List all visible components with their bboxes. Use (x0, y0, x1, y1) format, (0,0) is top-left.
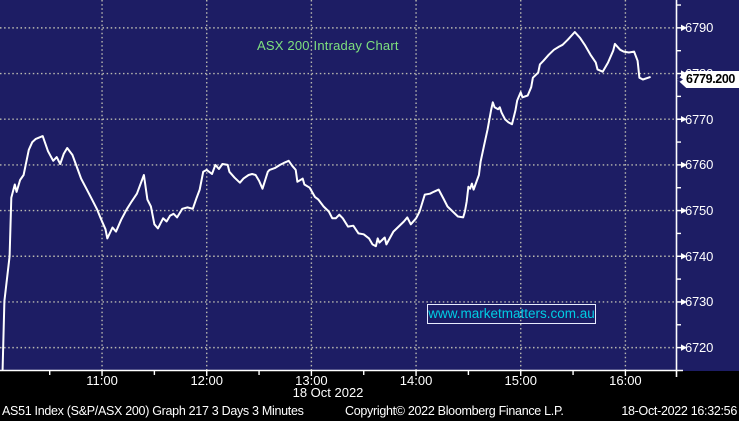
x-axis-label: 11:00 (86, 373, 118, 388)
watermark-box: www.marketmatters.com.au (427, 304, 596, 324)
y-axis-label: 6730 (685, 294, 714, 310)
last-price-value: 6779.200 (686, 72, 735, 86)
x-axis-label: 16:00 (609, 373, 642, 388)
y-axis-label: 6790 (685, 20, 714, 36)
status-datetime: 18-Oct-2022 16:32:56 (621, 404, 737, 418)
x-axis-label: 12:00 (190, 373, 223, 388)
x-axis-label: 14:00 (399, 373, 433, 388)
x-axis-label: 13:00 (295, 373, 328, 388)
date-label: 18 Oct 2022 (292, 385, 364, 400)
status-copyright: Copyright© 2022 Bloomberg Finance L.P. (345, 404, 564, 418)
watermark-text: www.marketmatters.com.au (428, 306, 595, 321)
x-axis-band: 11:00 12:00 13:00 14:00 15:00 16:00 18 Oct 20… (0, 371, 739, 421)
price-label-notch (677, 75, 683, 84)
x-axis-label: 15:00 (504, 373, 538, 388)
y-axis-label: 6740 (685, 248, 714, 264)
y-axis-label: 6760 (685, 157, 714, 173)
y-axis-label: 6750 (685, 203, 714, 219)
y-axis-label: 6720 (685, 340, 714, 356)
plot-area[interactable] (0, 0, 739, 371)
y-axis-label: 6770 (685, 111, 714, 127)
last-price-label: 6779.200 (677, 71, 739, 88)
chart-title: ASX 200 Intraday Chart (257, 38, 399, 53)
status-bar: AS51 Index (S&P/ASX 200) Graph 217 3 Day… (0, 403, 739, 421)
status-security-info: AS51 Index (S&P/ASX 200) Graph 217 3 Day… (2, 404, 304, 418)
